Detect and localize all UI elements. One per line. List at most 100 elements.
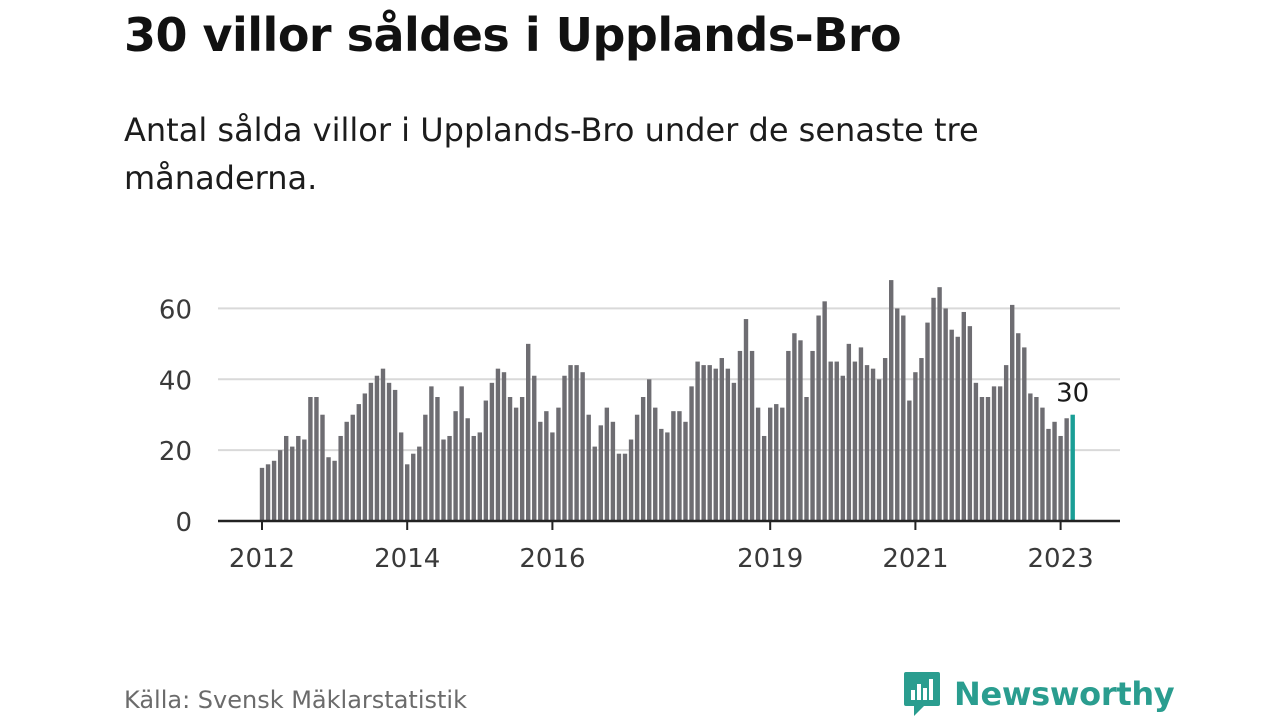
- bar: [774, 404, 779, 521]
- bar: [955, 336, 960, 521]
- brand-name: Newsworthy: [954, 675, 1175, 713]
- bar: [296, 435, 301, 521]
- bar: [834, 361, 839, 521]
- bar: [719, 358, 724, 521]
- x-tick-label: 2012: [229, 544, 295, 574]
- bar: [707, 365, 712, 521]
- bar: [749, 350, 755, 521]
- bar: [398, 432, 404, 521]
- bar: [423, 414, 428, 521]
- y-axis-labels: 0 20 40 60: [159, 295, 192, 538]
- bar: [526, 343, 531, 521]
- bar: [332, 460, 337, 521]
- bar: [931, 297, 936, 521]
- bar: [568, 365, 573, 521]
- bar: [991, 386, 997, 521]
- bar: [943, 308, 948, 521]
- bar: [284, 435, 289, 521]
- bar: [743, 319, 749, 521]
- bar: [441, 439, 446, 521]
- bar: [405, 464, 410, 521]
- bar: [1058, 435, 1063, 521]
- annotations: 30: [1056, 379, 1089, 409]
- bar: [1022, 347, 1027, 521]
- bar: [985, 397, 991, 521]
- bar: [453, 411, 458, 521]
- bar: [683, 421, 688, 521]
- bar: [870, 368, 876, 521]
- bar: [562, 375, 567, 521]
- bar: [997, 386, 1003, 521]
- x-tick-label: 2016: [519, 544, 585, 574]
- bar-chart: 0 20 40 60 2012 2014 2016 2019 2021 2023 30: [159, 280, 1120, 574]
- bar: [647, 379, 652, 521]
- bar: [277, 450, 283, 521]
- x-tick-label: 2014: [374, 544, 440, 574]
- bar: [447, 435, 452, 521]
- bar: [265, 464, 271, 521]
- bar: [901, 315, 906, 521]
- chart-subtitle: Antal sålda villor i Upplands-Bro under …: [124, 111, 979, 197]
- bar: [653, 407, 658, 521]
- highlight-value-label: 30: [1056, 379, 1089, 409]
- chart-title: 30 villor såldes i Upplands-Bro: [124, 8, 902, 62]
- bar: [1003, 365, 1009, 521]
- bar: [1052, 421, 1057, 521]
- bar: [586, 414, 591, 521]
- bar: [864, 365, 870, 521]
- bar: [671, 411, 676, 521]
- bar: [465, 418, 470, 521]
- x-tick-label: 2021: [882, 544, 948, 574]
- bar: [544, 411, 549, 521]
- bar: [302, 439, 307, 521]
- brand-logo[interactable]: Newsworthy: [902, 670, 1175, 718]
- bar: [380, 368, 386, 521]
- bar: [362, 393, 368, 521]
- bar: [429, 386, 434, 521]
- bar: [852, 361, 858, 521]
- bar: [949, 329, 954, 521]
- bar: [937, 287, 942, 521]
- bar: [386, 382, 392, 521]
- bar: [792, 333, 797, 521]
- bar: [907, 400, 912, 521]
- bar: [314, 397, 319, 521]
- bar: [435, 397, 440, 521]
- x-axis: 2012 2014 2016 2019 2021 2023: [218, 519, 1120, 574]
- bar: [979, 397, 985, 521]
- bar: [471, 435, 476, 521]
- bar: [556, 407, 561, 521]
- bar: [804, 397, 809, 521]
- bar: [622, 453, 628, 521]
- bar: [761, 435, 767, 521]
- bar: [677, 411, 682, 521]
- y-tick-label: 0: [175, 508, 192, 538]
- bar: [786, 350, 791, 521]
- bar: [695, 361, 700, 521]
- bar: [1034, 397, 1039, 521]
- bar: [1028, 393, 1033, 521]
- bar-highlight: [1070, 414, 1075, 521]
- bar: [417, 446, 422, 521]
- bar: [356, 404, 361, 521]
- bar: [604, 407, 610, 521]
- bar: [628, 439, 634, 521]
- bars: [259, 280, 1075, 521]
- bar: [846, 343, 852, 521]
- bar: [1010, 304, 1015, 521]
- y-tick-label: 60: [159, 295, 192, 325]
- bar: [338, 435, 343, 521]
- bar: [967, 326, 973, 521]
- bar: [616, 453, 622, 521]
- bar: [513, 407, 519, 521]
- bar: [308, 397, 313, 521]
- x-tick-label: 2019: [737, 544, 803, 574]
- bar: [768, 407, 773, 521]
- bar: [840, 375, 845, 521]
- bar: [290, 446, 295, 521]
- bar: [876, 379, 882, 521]
- bar: [701, 365, 706, 521]
- bar: [919, 358, 924, 521]
- bar: [368, 382, 374, 521]
- y-tick-label: 20: [159, 437, 192, 467]
